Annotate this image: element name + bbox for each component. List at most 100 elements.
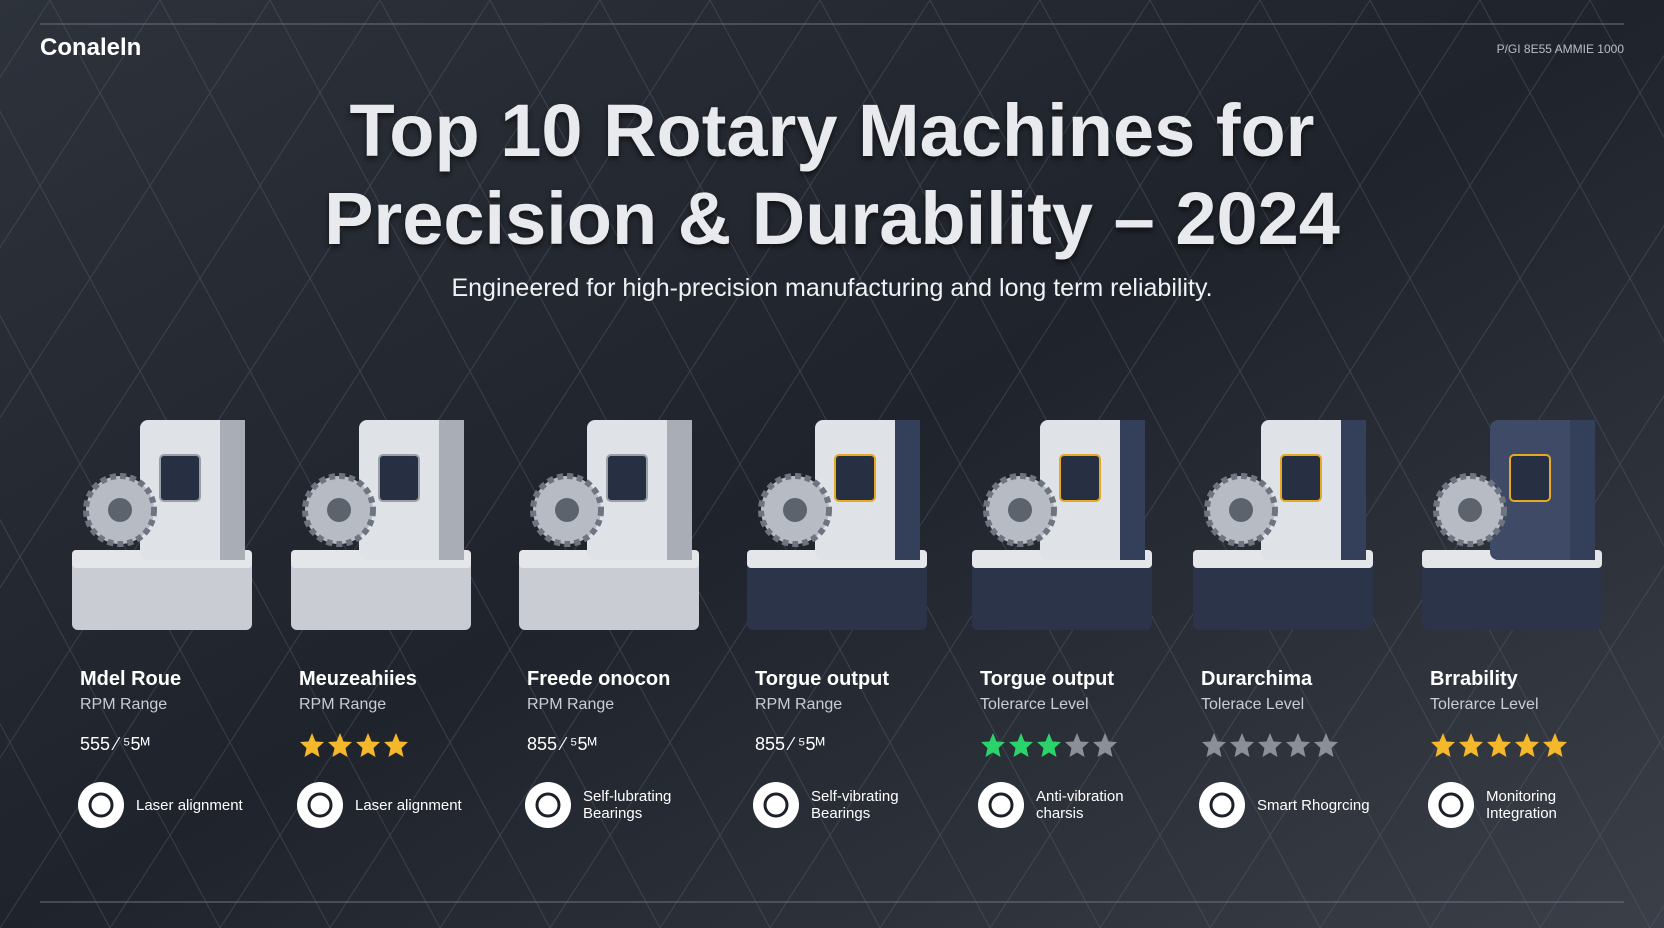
machine-side — [439, 420, 464, 560]
machine-name: Brrability — [1430, 668, 1518, 690]
star-shape — [1258, 733, 1282, 757]
feature-text: Self-lubrating Bearings — [583, 788, 672, 822]
machine-panel — [159, 454, 201, 502]
grid-line — [0, 0, 381, 589]
machine-panel — [1059, 454, 1101, 502]
feature-text: Monitoring Integration — [1486, 788, 1557, 822]
machine-side — [1570, 420, 1595, 560]
grid-line — [1319, 395, 1664, 928]
star — [1286, 733, 1310, 757]
glyph — [535, 792, 561, 818]
glyph — [1438, 792, 1464, 818]
feature-glyph — [988, 792, 1014, 818]
grid-line — [659, 0, 1261, 928]
machine — [291, 420, 471, 630]
star — [1487, 733, 1511, 757]
machine-side — [1341, 420, 1366, 560]
star — [1093, 733, 1117, 757]
star-shape — [328, 733, 352, 757]
glyph — [1209, 792, 1235, 818]
machine-value: 855 ⁄ ⁵5ᴹ — [755, 734, 825, 754]
feature-icon — [753, 782, 799, 828]
machine-base — [72, 560, 252, 630]
machine — [747, 420, 927, 630]
grid-line — [1369, 0, 1664, 547]
star-shape — [1515, 733, 1539, 757]
machine-panel — [1509, 454, 1551, 502]
star-shape — [1459, 733, 1483, 757]
grid-line — [1149, 0, 1651, 928]
machine-hub — [1008, 498, 1032, 522]
star-shape — [1431, 733, 1455, 757]
machine-hub — [327, 498, 351, 522]
grid-line — [219, 0, 821, 928]
star — [1009, 733, 1033, 757]
machine-name: Mdel Roue — [80, 668, 182, 690]
grid-line — [0, 0, 161, 249]
star-shape — [1487, 733, 1511, 757]
feature-icon — [525, 782, 571, 828]
machine-base — [1193, 560, 1373, 630]
top-right-label: P/GI 8E55 AMMIE 1000 — [1496, 42, 1624, 56]
feature-icon — [1199, 782, 1245, 828]
machine-illustrations — [72, 420, 1602, 630]
machine — [1193, 420, 1373, 630]
grid-line — [879, 0, 1481, 928]
machine-name: Meuzeahiies — [299, 668, 417, 690]
star — [1037, 733, 1061, 757]
star — [384, 733, 408, 757]
grid-line — [1099, 54, 1664, 928]
star-shape — [1037, 733, 1061, 757]
machine — [72, 420, 252, 630]
star — [1459, 733, 1483, 757]
grid-line — [0, 0, 271, 419]
machine-metric: RPM Range — [80, 696, 168, 713]
star-shape — [1230, 733, 1254, 757]
star-shape — [981, 733, 1005, 757]
machine-side — [895, 420, 920, 560]
machine-value: 555 ⁄ ⁵5ᴹ — [80, 734, 150, 754]
glyph — [307, 792, 333, 818]
star — [1065, 733, 1089, 757]
star — [356, 733, 380, 757]
machine-name: Torgue output — [980, 668, 1115, 690]
machine-metric: RPM Range — [755, 696, 843, 713]
machine-base — [1422, 560, 1602, 630]
glyph — [88, 792, 114, 818]
glyph — [988, 792, 1014, 818]
machine-metric: Tolerace Level — [1201, 696, 1305, 713]
machine-panel — [834, 454, 876, 502]
grid-line — [709, 0, 1211, 928]
star — [1543, 733, 1567, 757]
grid-line — [0, 518, 221, 928]
star — [1230, 733, 1254, 757]
feature-icon — [297, 782, 343, 828]
star — [1314, 733, 1338, 757]
star-shape — [384, 733, 408, 757]
feature-text: Laser alignment — [355, 797, 462, 814]
title: Top 10 Rotary Machines for — [349, 89, 1315, 172]
machine-base — [972, 560, 1152, 630]
feature-glyph — [307, 792, 333, 818]
feature-glyph — [1438, 792, 1464, 818]
feature-icon — [78, 782, 124, 828]
star — [328, 733, 352, 757]
star-shape — [1009, 733, 1033, 757]
grid-line — [1539, 735, 1664, 928]
machine-metric: RPM Range — [299, 696, 387, 713]
machine-base — [747, 560, 927, 630]
glyph — [763, 792, 789, 818]
feature-text: Self-vibrating Bearings — [811, 788, 899, 822]
grid-line — [0, 314, 331, 928]
machine-side — [667, 420, 692, 560]
machine-name: Torgue output — [755, 668, 890, 690]
machine-hub — [1458, 498, 1482, 522]
machine-hub — [108, 498, 132, 522]
machine — [972, 420, 1152, 630]
machine-panel — [1280, 454, 1322, 502]
machine-hub — [783, 498, 807, 522]
grid-line — [49, 0, 551, 928]
machine-base — [519, 560, 699, 630]
